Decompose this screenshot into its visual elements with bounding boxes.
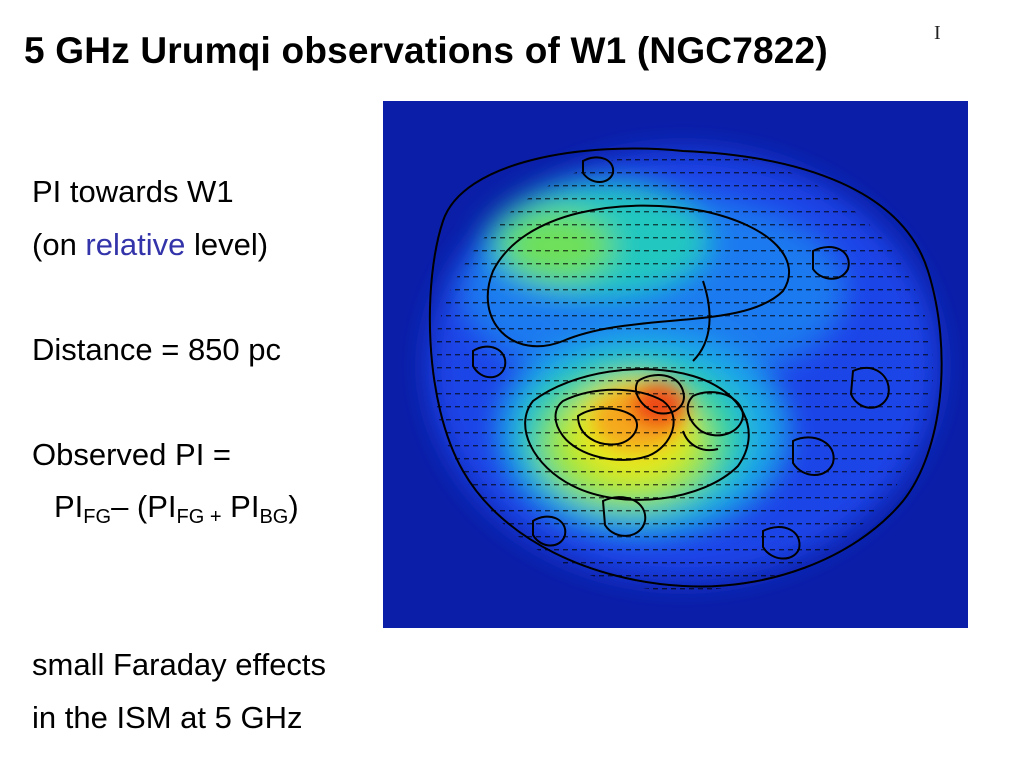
relative-level-line: (on relative level) [32, 226, 268, 263]
eq-sub-bg: BG [259, 506, 289, 528]
relative-word: relative [85, 227, 186, 262]
eq-close: ) [288, 489, 299, 524]
faraday-line-1: small Faraday effects [32, 647, 327, 682]
eq-sub-fg-1: FG [83, 506, 112, 528]
observed-pi-line: Observed PI = [32, 437, 232, 472]
eq-pi-1: PI [54, 489, 84, 524]
pi-equation: PIFG– (PIFG + PIBG) [54, 488, 299, 529]
slide-title: 5 GHz Urumqi observations of W1 (NGC7822… [24, 30, 828, 71]
distance-line: Distance = 850 pc [32, 332, 282, 367]
eq-pi-3: PI [221, 489, 260, 524]
pi-map-image [383, 101, 968, 628]
eq-minus: – (PI [111, 489, 177, 524]
text-cursor-icon: I [934, 22, 941, 44]
faraday-line-2: in the ISM at 5 GHz [32, 700, 303, 735]
level-text: level) [185, 227, 269, 262]
pi-towards-line: PI towards W1 [32, 174, 234, 209]
on-text: (on [32, 227, 86, 262]
eq-sub-fg-2: FG + [176, 506, 222, 528]
polarized-intensity-map [383, 101, 968, 628]
